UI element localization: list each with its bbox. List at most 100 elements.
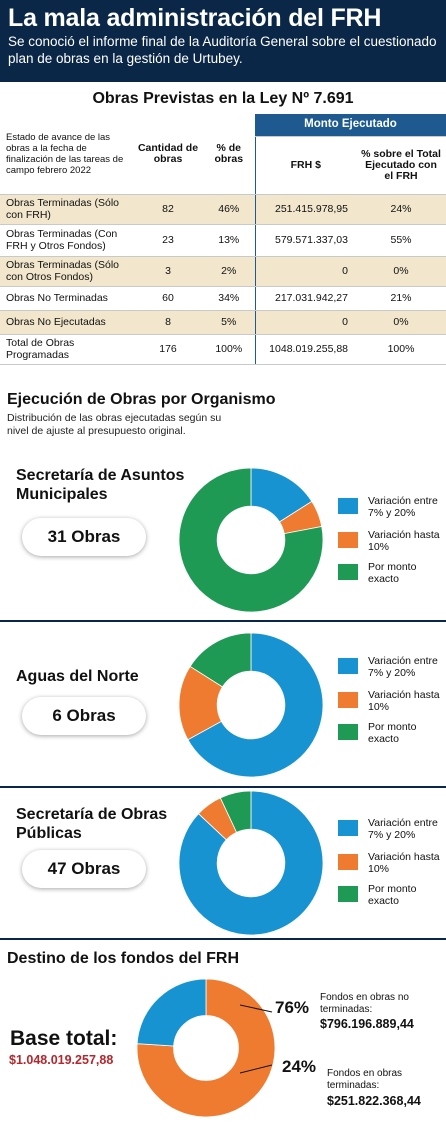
row-label: Obras No Ejecutadas [0, 310, 133, 335]
table-subheader-row: FRH $ % sobre el Total Ejecutado con el … [0, 136, 446, 195]
table-row: Obras Terminadas (Sólo con Otros Fondos)… [0, 256, 446, 287]
funds-slice-1 [136, 978, 207, 1047]
terminadas-label: Fondos en obras terminadas: [327, 1068, 403, 1091]
legend-label-green: Por monto exacto [368, 561, 417, 585]
legend-label-green: Por monto exacto [368, 883, 417, 907]
funds-donut-chart [136, 978, 276, 1118]
cantidad-column-header: Cantidad de obras [133, 114, 203, 195]
row-pct: 2% [203, 256, 255, 287]
legend-label-orange: Variación hasta 10% [368, 689, 440, 713]
legend-label-orange: Variación hasta 10% [368, 851, 440, 875]
aguas-del-norte-slice-0 [187, 632, 324, 778]
row-pct-total: 55% [356, 224, 446, 257]
row-pct-total: 0% [356, 256, 446, 287]
row-cantidad: 23 [133, 224, 203, 257]
row-frh: 1048.019.255,88 [254, 334, 356, 365]
legend-swatch-blue [338, 498, 358, 514]
section-title: Ejecución de Obras por Organismo [7, 391, 276, 408]
table-body: Obras Terminadas (Sólo con FRH) 82 46% 251.… [0, 194, 446, 365]
funds-title: Destino de los fondos del FRH [7, 950, 240, 967]
pct-column-header: % de obras [203, 114, 255, 195]
row-pct-total: 21% [356, 286, 446, 311]
callout-line [239, 1004, 273, 1013]
separator-line [0, 620, 446, 622]
terminadas-value: $251.822.368,44 [327, 1094, 421, 1108]
frh-column-header: FRH $ [254, 136, 356, 195]
no-terminadas-pct: 76% [275, 998, 310, 1017]
pct-total-column-header: % sobre el Total Ejecutado con el FRH [356, 136, 446, 195]
row-frh: 0 [254, 310, 356, 335]
base-total-value: $1.048.019.257,88 [9, 1053, 114, 1067]
legend-label-green: Por monto exacto [368, 721, 417, 745]
asuntos-municipales-slice-2 [178, 467, 324, 613]
table-title: Obras Previstas en la Ley Nº 7.691 [92, 90, 354, 107]
table-row: Obras No Ejecutadas 8 5% 0 0% [0, 310, 446, 335]
legend-swatch-blue [338, 820, 358, 836]
row-frh: 217.031.942,27 [254, 286, 356, 311]
organismo-name: Aguas del Norte [16, 668, 139, 685]
table-header-row: Estado de avance de las obras a la fecha… [0, 114, 446, 195]
obras-count-pill: 47 Obras [22, 850, 146, 888]
row-label: Obras Terminadas (Sólo con FRH) [0, 194, 133, 225]
legend-swatch-green [338, 886, 358, 902]
row-cantidad: 82 [133, 194, 203, 225]
row-cantidad: 176 [133, 334, 203, 365]
row-pct-total: 0% [356, 310, 446, 335]
page-subtitle: Se conoció el informe final de la Audito… [8, 34, 437, 66]
legend-label-blue: Variación entre 7% y 20% [368, 817, 438, 841]
row-frh: 251.415.978,95 [254, 194, 356, 225]
obras-count-pill: 6 Obras [22, 697, 146, 735]
row-pct-total: 100% [356, 334, 446, 365]
row-label: Obras No Terminadas [0, 286, 133, 311]
obras-publicas-slice-2 [219, 790, 252, 833]
row-pct: 34% [203, 286, 255, 311]
organismo-name: Secretaría de Asuntos Municipales [16, 467, 185, 503]
organismo-donut-chart [178, 632, 324, 778]
legend-label-orange: Variación hasta 10% [368, 529, 440, 553]
state-column-header: Estado de avance de las obras a la fecha… [0, 114, 133, 195]
section-subtitle: Distribución de las obras ejecutadas seg… [7, 412, 222, 437]
row-pct: 46% [203, 194, 255, 225]
aguas-del-norte-slice-2 [189, 632, 252, 688]
no-terminadas-value: $796.196.889,44 [320, 1017, 414, 1031]
header-banner: La mala administración del FRH Se conoci… [0, 0, 446, 82]
row-frh: 579.571.337,03 [254, 224, 356, 257]
terminadas-pct: 24% [282, 1057, 317, 1076]
separator-line [0, 786, 446, 788]
organismo-donut-chart [178, 790, 324, 936]
legend-swatch-orange [338, 854, 358, 870]
callout-lines [239, 1004, 273, 1074]
legend-label-blue: Variación entre 7% y 20% [368, 495, 438, 519]
no-terminadas-label: Fondos en obras no terminadas: [320, 992, 409, 1015]
page-title: La mala administración del FRH [8, 4, 382, 32]
obras-count-pill: 31 Obras [22, 518, 146, 556]
base-total-label: Base total: [10, 1027, 118, 1050]
legend-swatch-green [338, 564, 358, 580]
table-row: Total de Obras Programadas 176 100% 1048.01… [0, 334, 446, 365]
row-cantidad: 3 [133, 256, 203, 287]
row-pct-total: 24% [356, 194, 446, 225]
row-frh: 0 [254, 256, 356, 287]
row-label: Obras Terminadas (Sólo con Otros Fondos) [0, 256, 133, 287]
table-row: Obras No Terminadas 60 34% 217.031.942,27 21… [0, 286, 446, 311]
funds-slice-0 [136, 978, 276, 1118]
legend-swatch-green [338, 724, 358, 740]
obras-table: Estado de avance de las obras a la fecha… [0, 114, 446, 365]
separator-line [0, 938, 446, 940]
monto-ejecutado-header: Monto Ejecutado [255, 114, 446, 137]
organismo-name: Secretaría de Obras Públicas [16, 806, 168, 842]
callout-line [239, 1064, 273, 1074]
row-cantidad: 8 [133, 310, 203, 335]
row-cantidad: 60 [133, 286, 203, 311]
legend-swatch-orange [338, 532, 358, 548]
row-label: Total de Obras Programadas [0, 334, 133, 365]
row-pct: 5% [203, 310, 255, 335]
organismo-donut-chart [178, 467, 324, 613]
row-label: Obras Terminadas (Con FRH y Otros Fondos… [0, 224, 133, 257]
obras-publicas-slice-0 [178, 790, 324, 936]
table-row: Obras Terminadas (Sólo con FRH) 82 46% 251.… [0, 194, 446, 225]
legend-swatch-orange [338, 692, 358, 708]
legend-swatch-blue [338, 658, 358, 674]
row-pct: 13% [203, 224, 255, 257]
table-row: Obras Terminadas (Con FRH y Otros Fondos… [0, 224, 446, 257]
